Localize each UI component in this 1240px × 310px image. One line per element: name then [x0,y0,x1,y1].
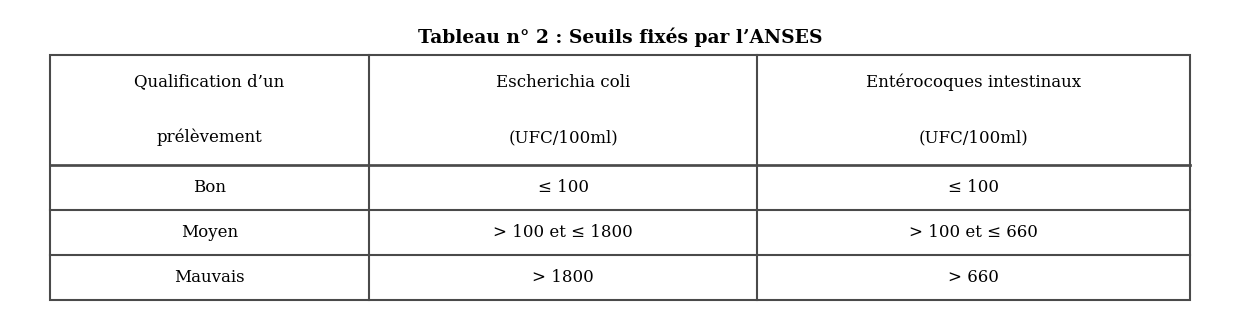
Text: > 100 et ≤ 1800: > 100 et ≤ 1800 [494,224,632,241]
Text: > 660: > 660 [947,269,999,286]
Text: Bon: Bon [193,179,226,196]
Text: Escherichia coli

(UFC/100ml): Escherichia coli (UFC/100ml) [496,74,630,146]
Text: Tableau n° 2 : Seuils fixés par l’ANSES: Tableau n° 2 : Seuils fixés par l’ANSES [418,28,822,47]
Text: Qualification d’un

prélèvement: Qualification d’un prélèvement [134,74,285,146]
Text: > 100 et ≤ 660: > 100 et ≤ 660 [909,224,1038,241]
Text: Entérocoques intestinaux

(UFC/100ml): Entérocoques intestinaux (UFC/100ml) [866,74,1081,146]
Text: > 1800: > 1800 [532,269,594,286]
Text: ≤ 100: ≤ 100 [947,179,999,196]
Text: Mauvais: Mauvais [175,269,246,286]
Text: ≤ 100: ≤ 100 [537,179,589,196]
Bar [50,55,1190,300]
Text: Moyen: Moyen [181,224,238,241]
